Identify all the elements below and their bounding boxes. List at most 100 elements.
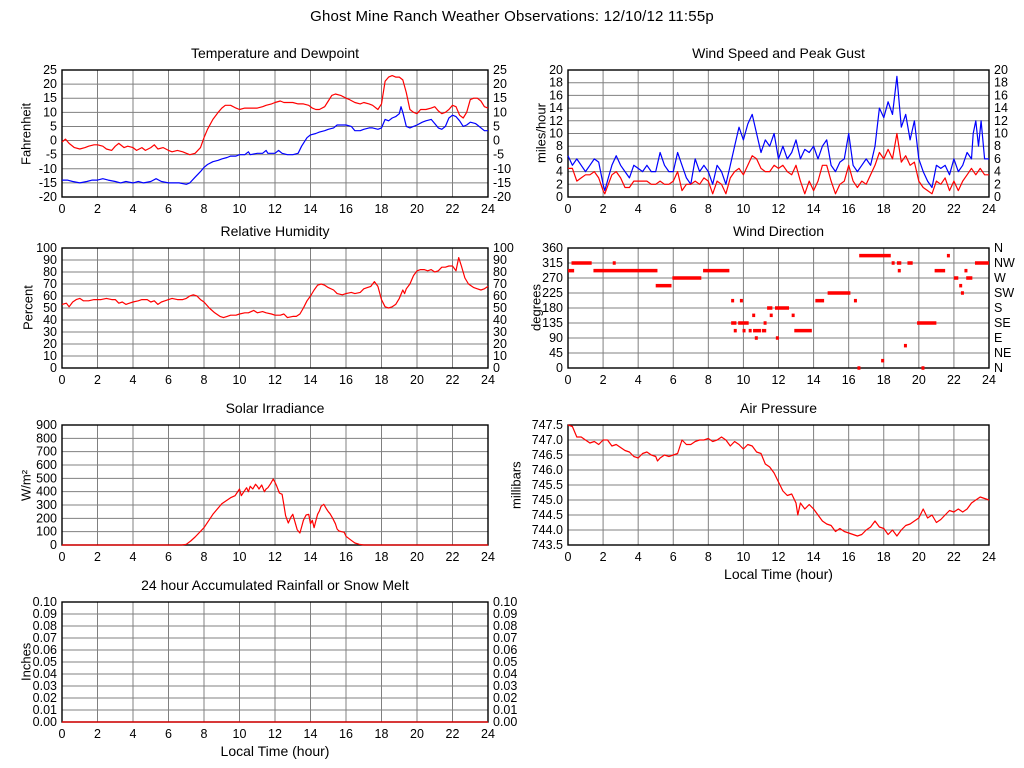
y-tick-label-right: -5 [493, 148, 504, 162]
y-tick-label-right: 14 [994, 101, 1008, 115]
y-tick-label: 500 [36, 471, 57, 485]
y-tick-label: 20 [549, 63, 563, 77]
y-tick-label: 300 [36, 498, 57, 512]
x-tick-label: 2 [94, 727, 101, 741]
x-tick-label: 0 [59, 727, 66, 741]
y-tick-label: 20 [43, 337, 57, 351]
x-tick-label: 4 [635, 373, 642, 387]
y-tick-label-right: 0.04 [493, 667, 517, 681]
y-tick-label: 30 [43, 325, 57, 339]
x-tick-label: 4 [635, 202, 642, 216]
irradiance-line [62, 478, 488, 546]
y-tick-label: 2 [556, 177, 563, 191]
chart-canvas: 0 2 4 6 8 10 12 14 16 18 20 22 240.00 0.000.01 0.010.0… [33, 595, 518, 741]
y-tick-label-right: 0 [493, 361, 500, 375]
chart-title: Solar Irradiance [225, 400, 325, 416]
x-tick-label: 14 [807, 202, 821, 216]
x-tick-label: 14 [807, 550, 821, 564]
x-tick-label: 6 [670, 550, 677, 564]
x-tick-label: 18 [877, 202, 891, 216]
x-tick-label: 16 [339, 727, 353, 741]
y-tick-label-right: SW [994, 286, 1014, 300]
x-tick-label: 0 [565, 202, 572, 216]
chart-canvas: 0 2 4 6 8 10 12 14 16 18 20 22 24743.5744.0744.5745.… [532, 418, 996, 564]
x-tick-label: 16 [339, 550, 353, 564]
y-tick-label: 0.00 [33, 715, 57, 729]
chart-title: Wind Speed and Peak Gust [692, 45, 865, 61]
y-tick-label: 600 [36, 458, 57, 472]
y-tick-label: 100 [36, 241, 57, 255]
y-tick-label: 14 [549, 101, 563, 115]
x-tick-label: 10 [736, 373, 750, 387]
x-tick-label: 8 [201, 373, 208, 387]
y-tick-label-right: 60 [493, 289, 507, 303]
y-tick-label-right: 0.10 [493, 595, 517, 609]
y-tick-label-right: 15 [493, 91, 507, 105]
x-tick-label: 16 [842, 550, 856, 564]
x-tick-label: 24 [982, 550, 996, 564]
y-tick-label: 20 [43, 77, 57, 91]
x-tick-label: 2 [600, 373, 607, 387]
x-tick-label: 6 [165, 550, 172, 564]
y-tick-label: 0.10 [33, 595, 57, 609]
y-tick-label-right: 25 [493, 63, 507, 77]
y-tick-label-right: 20 [994, 63, 1008, 77]
y-tick-label: 0.07 [33, 631, 57, 645]
y-tick-label-right: -15 [493, 176, 511, 190]
x-tick-label: 24 [481, 373, 495, 387]
page-title: Ghost Mine Ranch Weather Observations: 1… [310, 8, 714, 25]
x-tick-label: 4 [130, 727, 137, 741]
y-tick-label-right: 10 [493, 349, 507, 363]
y-tick-label: 50 [43, 301, 57, 315]
y-tick-label: 400 [36, 485, 57, 499]
x-axis-label: Local Time (hour) [724, 566, 833, 582]
x-tick-label: 6 [670, 373, 677, 387]
x-tick-label: 18 [375, 202, 389, 216]
y-tick-label: 0 [556, 361, 563, 375]
y-tick-label-right: 70 [493, 277, 507, 291]
y-tick-label: 360 [542, 241, 563, 255]
x-tick-label: 0 [59, 202, 66, 216]
y-tick-label-right: 0.06 [493, 643, 517, 657]
chart-air-pressure: Air Pressure millibars Local Time (hour)… [506, 395, 1024, 591]
y-tick-label-right: -10 [493, 162, 511, 176]
y-tick-label: 25 [43, 63, 57, 77]
y-tick-label: 0 [50, 361, 57, 375]
y-tick-label-right: 10 [493, 105, 507, 119]
y-tick-label: 225 [542, 286, 563, 300]
x-tick-label: 14 [304, 727, 318, 741]
y-tick-label-right: NW [994, 256, 1015, 270]
y-tick-label-right: 5 [493, 119, 500, 133]
y-tick-label: 4 [556, 165, 563, 179]
chart-title: Relative Humidity [220, 223, 330, 239]
plot-border [61, 247, 489, 369]
y-tick-label-right: 2 [994, 177, 1001, 191]
y-tick-label: 12 [549, 114, 563, 128]
x-tick-label: 12 [268, 202, 282, 216]
y-tick-label: 180 [542, 301, 563, 315]
y-tick-label-right: S [994, 301, 1002, 315]
x-tick-label: 8 [705, 373, 712, 387]
y-tick-label-right: 0.01 [493, 703, 517, 717]
x-tick-label: 8 [705, 550, 712, 564]
x-tick-label: 8 [201, 550, 208, 564]
y-tick-label: 18 [549, 76, 563, 90]
x-tick-label: 18 [375, 373, 389, 387]
x-tick-label: 24 [481, 550, 495, 564]
x-tick-label: 16 [339, 373, 353, 387]
y-tick-label: 746.5 [532, 448, 563, 462]
x-tick-label: 22 [947, 550, 961, 564]
x-tick-label: 22 [947, 202, 961, 216]
y-tick-label: 0.04 [33, 667, 57, 681]
y-tick-label-right: 80 [493, 265, 507, 279]
y-tick-label-right: 20 [493, 337, 507, 351]
x-tick-label: 6 [670, 202, 677, 216]
y-tick-label: 0.05 [33, 655, 57, 669]
plot-border [61, 424, 489, 546]
plot-border [567, 247, 990, 369]
chart-canvas: 0 2 4 6 8 10 12 14 16 18 20 22 240100200300400500600… [36, 418, 495, 564]
